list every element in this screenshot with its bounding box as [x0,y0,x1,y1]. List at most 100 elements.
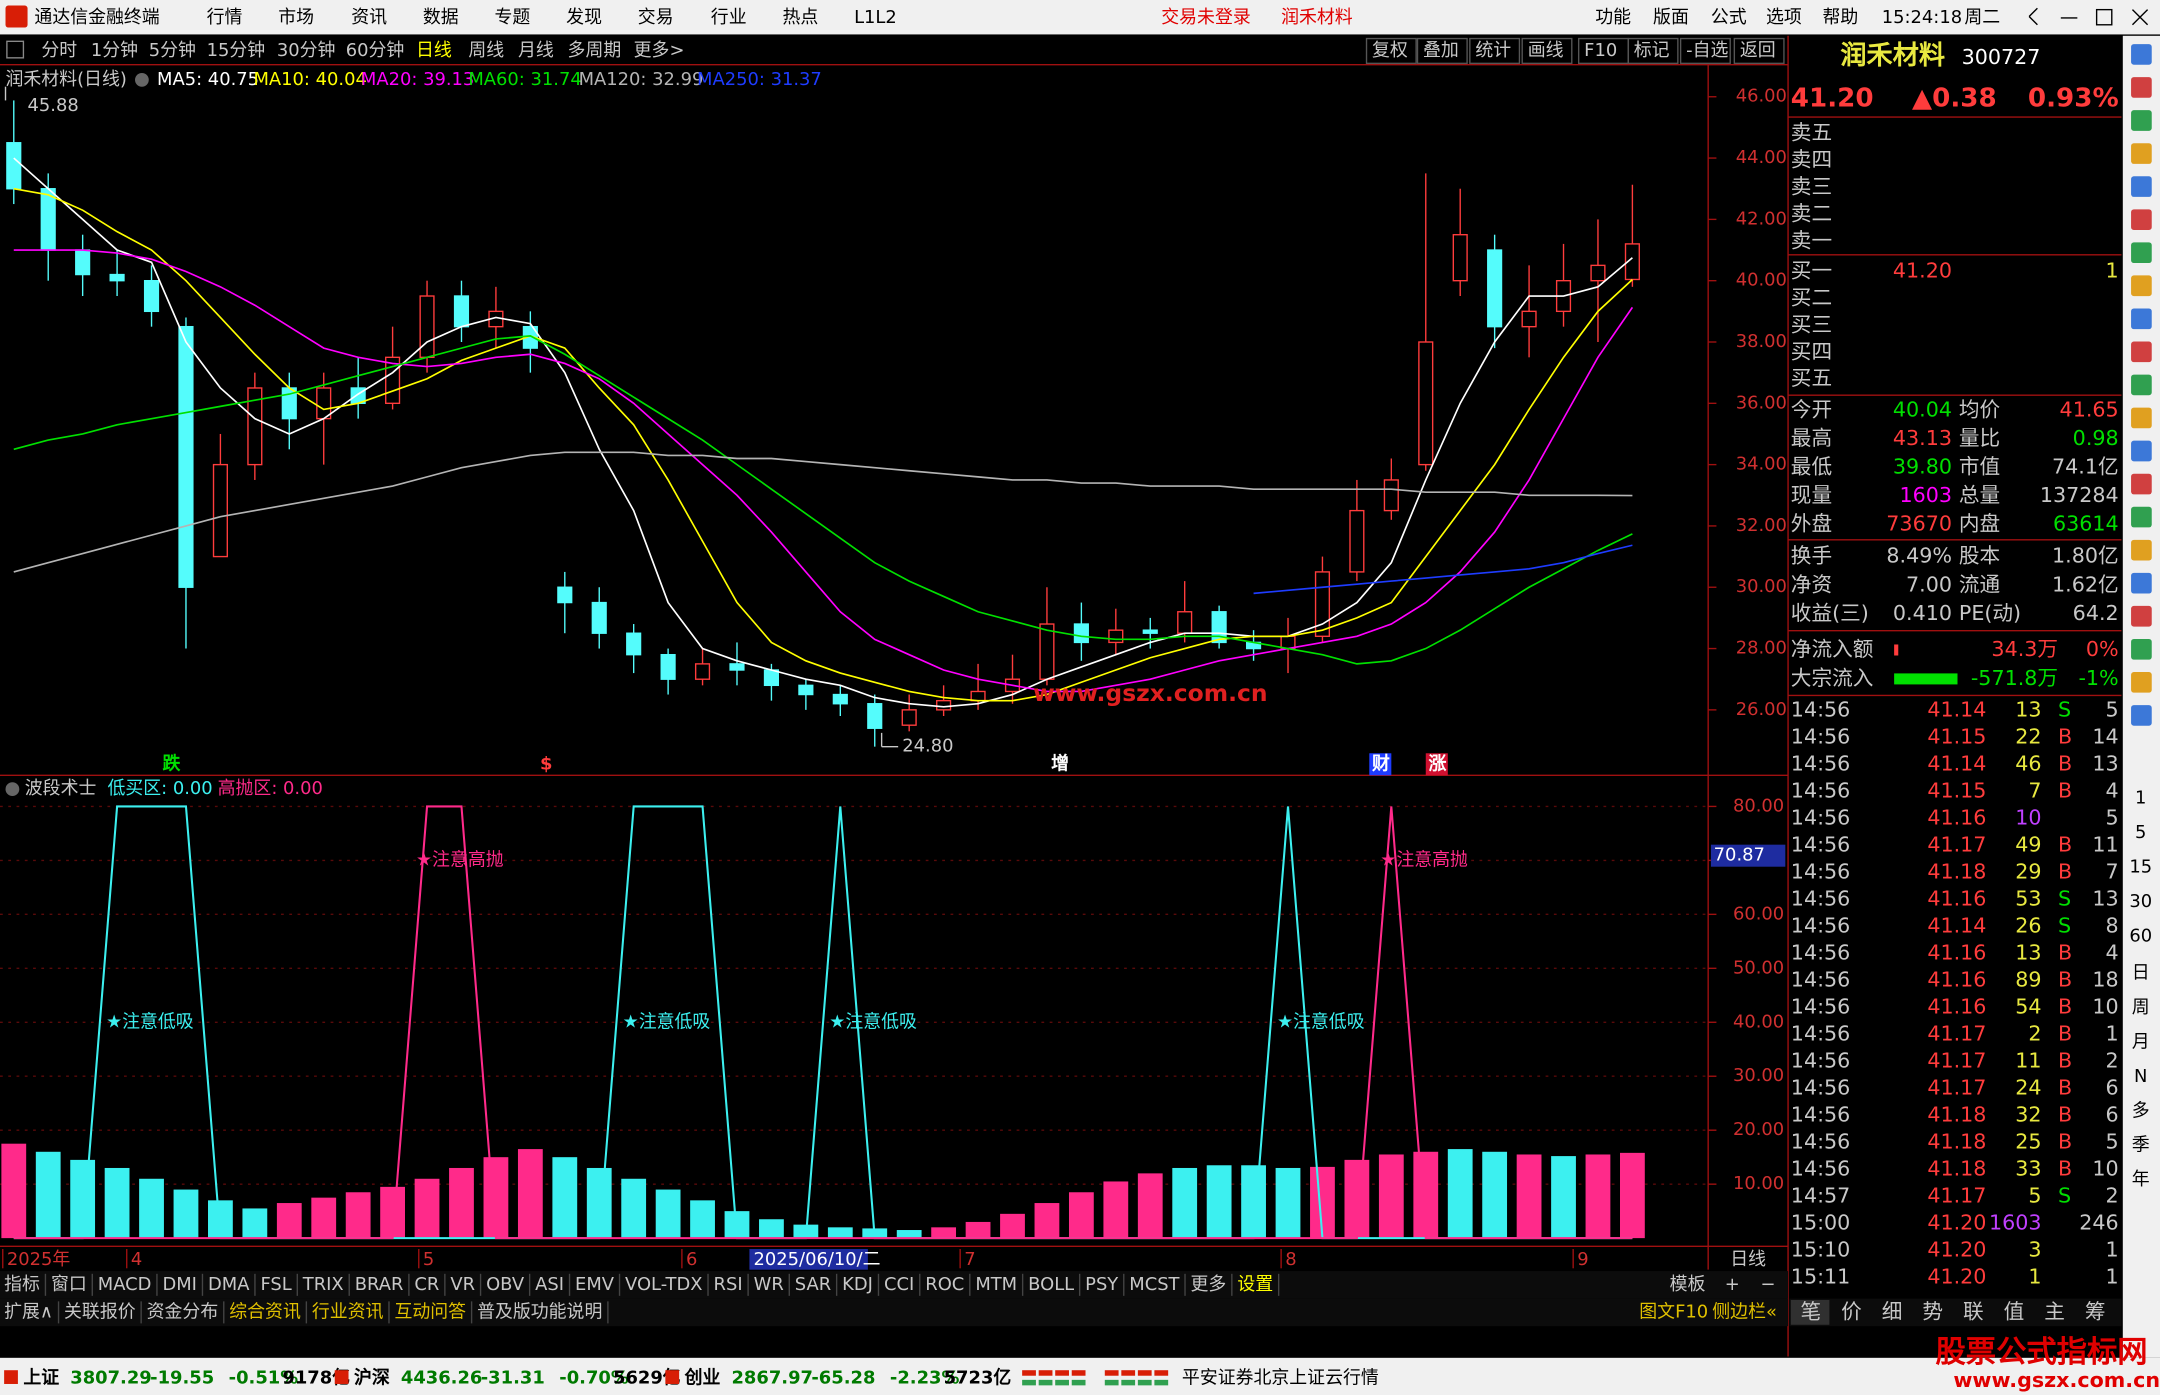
menu-item[interactable]: 专题 [495,7,531,28]
tab[interactable]: 扩展∧ [4,1301,53,1322]
sidebar-icon[interactable] [2131,705,2152,726]
sidebar-period[interactable]: 日 [2132,963,2150,984]
menu-item[interactable]: 数据 [423,7,459,28]
tab[interactable]: SAR [795,1274,831,1295]
tab[interactable]: KDJ [842,1274,873,1295]
sidebar-icon[interactable] [2131,77,2152,98]
period-tab[interactable]: 分时 [41,40,77,61]
period-tab[interactable]: 月线 [518,40,554,61]
menu-item[interactable]: 市场 [278,7,314,28]
tab[interactable]: EMV [575,1274,615,1295]
sidebar-icon[interactable] [2131,44,2152,65]
tab[interactable]: 更多 [1191,1274,1227,1295]
period-tab[interactable]: 多周期 [568,40,622,61]
sidebar-icon[interactable] [2131,374,2152,396]
period-tab[interactable]: 1分钟 [91,40,138,61]
period-tab[interactable]: 30分钟 [277,40,336,61]
tab[interactable]: 互动问答 [394,1301,466,1322]
tab[interactable]: 资金分布 [147,1301,219,1322]
sidebar-icon[interactable] [2131,506,2152,528]
sidebar-period[interactable]: 5 [2135,822,2146,843]
menu-item[interactable]: 热点 [782,7,818,28]
sidebar-icon[interactable] [2131,440,2152,462]
panel-tab[interactable]: 主 [2044,1299,2065,1323]
tab[interactable]: 图文F10 [1639,1301,1708,1322]
menu-item[interactable]: 帮助 [1822,7,1858,28]
sidebar-period[interactable]: 1 [2135,788,2146,809]
sidebar-icon[interactable] [2131,539,2152,561]
tool-button[interactable] [1469,37,1521,65]
period-tab[interactable]: 15分钟 [207,40,266,61]
window-button[interactable] [2095,8,2113,26]
tab[interactable]: CCI [884,1274,914,1295]
tab[interactable]: MTM [975,1274,1017,1295]
tab[interactable]: 指标 [4,1274,40,1295]
window-button[interactable] [2028,7,2038,18]
sidebar-icon[interactable] [2131,209,2152,230]
period-tab[interactable]: 日线 [416,40,452,61]
tab[interactable]: 窗口 [51,1274,87,1295]
tab[interactable]: CR [414,1274,439,1295]
tab[interactable]: + [1725,1274,1740,1295]
tab[interactable]: 模板 [1670,1274,1706,1295]
period-tab[interactable]: 周线 [468,40,504,61]
sidebar-icon[interactable] [2131,572,2152,594]
sidebar-icon[interactable] [2131,275,2152,297]
sidebar-icon[interactable] [2131,143,2152,164]
sidebar-period[interactable]: 15 [2129,857,2152,878]
tab[interactable]: BOLL [1028,1274,1074,1295]
sidebar-icon[interactable] [2131,672,2152,693]
tool-button[interactable] [1679,37,1731,65]
sidebar-period[interactable]: 月 [2132,1031,2150,1052]
menu-item[interactable]: 选项 [1766,7,1802,28]
tab[interactable]: RSI [714,1274,743,1295]
tool-button[interactable] [1365,37,1417,65]
panel-tab[interactable]: 值 [2004,1299,2025,1323]
tab[interactable]: MACD [98,1274,152,1295]
sidebar-icon[interactable] [2131,605,2152,627]
menu-item[interactable]: 交易 [638,7,674,28]
tab[interactable]: BRAR [355,1274,404,1295]
tab[interactable]: VOL-TDX [625,1274,702,1295]
tab[interactable]: 普及版功能说明 [477,1301,602,1322]
tab[interactable]: 设置 [1237,1274,1273,1295]
period-tab[interactable]: 5分钟 [149,40,196,61]
tab[interactable]: 行业资讯 [312,1301,384,1322]
menu-item[interactable]: 公式 [1711,7,1747,28]
panel-tab[interactable]: 笔 [1800,1299,1821,1323]
tab[interactable]: 综合资讯 [229,1301,301,1322]
menu-item[interactable]: 行业 [711,7,747,28]
tab[interactable]: DMA [208,1274,250,1295]
sidebar-icon[interactable] [2131,176,2152,197]
menu-item[interactable]: 版面 [1653,7,1689,28]
sidebar-icon[interactable] [2131,473,2152,495]
menu-item[interactable]: 功能 [1595,7,1631,28]
sidebar-icon[interactable] [2131,242,2152,264]
sidebar-period[interactable]: 30 [2129,891,2152,912]
sidebar-period[interactable]: 多 [2132,1100,2150,1121]
sidebar-period[interactable]: 季 [2132,1135,2150,1156]
menu-item[interactable]: 行情 [207,7,243,28]
tab[interactable]: 关联报价 [64,1301,136,1322]
tab[interactable]: OBV [486,1274,525,1295]
period-tab[interactable]: 更多> [634,40,685,61]
menu-item[interactable]: 资讯 [351,7,387,28]
tool-button[interactable] [1627,37,1679,65]
sidebar-period[interactable]: N [2134,1066,2147,1087]
tool-button[interactable] [1416,37,1468,65]
panel-tab[interactable]: 势 [1922,1299,1943,1323]
sidebar-icon[interactable] [2131,308,2152,330]
period-tab[interactable]: 60分钟 [346,40,405,61]
sidebar-period[interactable]: 60 [2129,925,2152,946]
panel-tab[interactable]: 筹 [2085,1299,2106,1323]
tab[interactable]: WR [754,1274,784,1295]
panel-tab[interactable]: 联 [1963,1299,1984,1323]
menu-item[interactable]: L1L2 [854,7,897,28]
panel-tab[interactable]: 价 [1841,1299,1862,1323]
menu-item[interactable]: 发现 [566,7,602,28]
tab[interactable]: DMI [162,1274,197,1295]
tab[interactable]: ASI [535,1274,564,1295]
tool-button[interactable] [1521,37,1573,65]
sidebar-period[interactable]: 周 [2132,997,2150,1018]
tab[interactable]: VR [450,1274,475,1295]
